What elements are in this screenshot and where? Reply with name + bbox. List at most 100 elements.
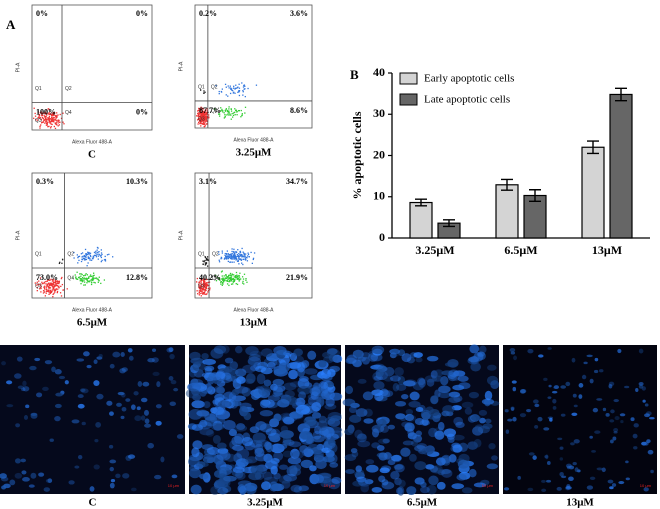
cell-nucleus [366,464,379,473]
event-dot [198,281,200,283]
quadrant-value: 40.2% [199,273,221,282]
cell-nucleus [401,394,409,400]
event-dot [204,256,206,258]
event-dot [77,262,79,264]
cell-nucleus [486,463,498,470]
cell-nucleus [610,409,615,414]
event-dot [53,119,55,121]
cell-nucleus [613,399,620,403]
event-dot [101,259,103,262]
event-dot [83,279,85,281]
event-dot [203,282,205,284]
event-dot [39,117,41,119]
event-dot [232,281,234,283]
event-dot [205,112,207,114]
event-dot [236,253,239,256]
legend-swatch [399,72,418,85]
event-dot [202,285,205,287]
event-dot [206,112,208,115]
event-dot [87,262,89,264]
error-bar [443,219,455,228]
cell-nucleus [250,465,264,475]
event-dot [54,284,56,286]
cell-nucleus [245,378,255,385]
y-tick-label: 30 [373,106,385,120]
event-dot [206,283,208,285]
cell-nucleus [409,352,418,358]
event-dot [199,280,201,282]
event-dot [42,292,45,294]
cell-nucleus [538,354,544,358]
event-dot [50,278,52,280]
cell-nucleus [591,450,596,453]
cell-nucleus [509,347,516,353]
event-dot [92,276,94,278]
event-dot [239,251,242,254]
cell-nucleus [507,418,513,422]
cell-nucleus [191,447,200,458]
event-dot [222,281,225,283]
cell-nucleus [115,473,121,479]
event-dot [48,289,50,292]
cell-nucleus [284,390,296,398]
quadrant-value: 100% [36,107,56,116]
cell-nucleus [557,437,563,441]
cell-nucleus [210,422,225,431]
event-dot [205,120,207,122]
cell-nucleus [144,423,152,428]
event-dot [57,286,60,288]
event-dot [241,82,243,84]
event-dot [46,121,48,123]
event-dot [206,265,209,267]
event-dot [204,116,206,118]
event-dot [225,94,227,96]
cell-nucleus [474,424,484,433]
cell-nucleus [510,351,516,355]
event-dot [84,255,87,258]
axis-label: Alexa Fluor 488-A [72,307,113,313]
cell-nucleus [596,467,603,471]
cell-nucleus [377,438,390,445]
event-dot [38,280,40,282]
cell-nucleus [147,442,155,449]
cell-nucleus [29,365,37,371]
event-dot [223,112,225,114]
event-dot [84,258,87,261]
event-dot [40,291,42,293]
event-dot [45,283,47,285]
event-dot [235,259,237,261]
event-dot [94,254,96,257]
cell-nucleus [290,448,300,459]
event-dot [228,111,230,114]
event-dot [203,291,206,294]
cell-nucleus [391,348,401,357]
event-dot [46,114,48,116]
cell-nucleus [624,385,630,389]
event-dot [52,288,54,290]
event-dot [206,284,208,286]
cell-nucleus [283,350,293,357]
event-dot [236,277,239,280]
event-dot [244,106,247,108]
cell-nucleus [414,417,425,426]
event-dot [228,284,230,287]
cell-nucleus [199,419,208,428]
event-dot [206,110,208,112]
event-dot [203,92,205,94]
cell-nucleus [565,463,572,469]
cell-nucleus [426,378,435,387]
event-dot [238,276,241,278]
cell-nucleus [249,350,263,358]
event-dot [62,289,64,291]
cell-nucleus [217,487,229,495]
quadrant-name: Q4 [65,110,72,116]
event-dot [42,118,45,120]
cell-nucleus [21,470,27,475]
event-dot [242,91,244,93]
event-dot [95,250,97,253]
cell-nucleus [556,486,562,491]
cell-nucleus [390,471,400,480]
cell-nucleus [415,357,423,363]
cell-nucleus [365,459,375,465]
event-dot [43,291,46,293]
